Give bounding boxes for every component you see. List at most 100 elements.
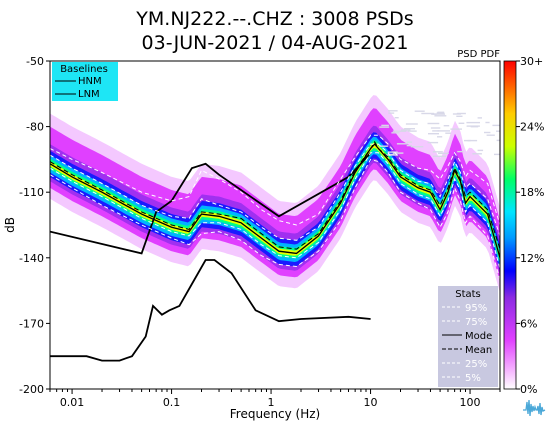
noise-speck bbox=[405, 123, 418, 125]
x-tick-label: 1 bbox=[268, 396, 275, 409]
noise-speck bbox=[391, 132, 400, 134]
colorbar-tick-label: 0% bbox=[520, 383, 537, 396]
noise-speck bbox=[486, 134, 495, 136]
y-tick-label: -200 bbox=[19, 383, 44, 396]
noise-speck bbox=[496, 139, 500, 142]
noise-speck bbox=[401, 129, 411, 131]
pdf-label: PSD PDF bbox=[457, 49, 500, 60]
x-tick-label: 10 bbox=[364, 396, 378, 409]
y-tick-label: -110 bbox=[19, 186, 44, 199]
noise-speck bbox=[492, 124, 500, 127]
stats-75-line bbox=[50, 143, 500, 241]
noise-speck bbox=[452, 113, 461, 115]
stats-mode-line bbox=[50, 143, 500, 258]
noise-speck bbox=[434, 115, 447, 117]
noise-speck bbox=[388, 112, 395, 114]
noise-speck bbox=[484, 131, 491, 134]
noise-speck bbox=[450, 128, 462, 130]
noise-speck bbox=[392, 152, 404, 154]
noise-speck bbox=[379, 126, 390, 128]
noise-speck bbox=[477, 149, 484, 152]
stats-75-label: 75% bbox=[465, 317, 487, 328]
high-frequency-noise bbox=[379, 110, 500, 157]
stats-legend-title: Stats bbox=[455, 289, 481, 300]
y-axis-label: dB bbox=[3, 217, 17, 233]
stats-mean-label: Mean bbox=[465, 345, 492, 356]
x-tick-label: 0.01 bbox=[60, 396, 85, 409]
y-tick-label: -170 bbox=[19, 317, 44, 330]
stats-25-line bbox=[50, 152, 500, 269]
stats-legend-box bbox=[438, 286, 498, 387]
x-tick-label: 100 bbox=[460, 396, 481, 409]
baselines-legend-title: Baselines bbox=[60, 64, 108, 75]
plot-frame bbox=[49, 60, 501, 390]
lnm-legend-label: LNM bbox=[78, 89, 100, 100]
noise-speck bbox=[428, 133, 439, 135]
axis-ticks: -50 -80 -110 -140 -170 -200 0.01 0.1 1 10 100 bbox=[19, 55, 501, 409]
noise-speck bbox=[414, 110, 425, 112]
colorbar-tick-label: 30+ bbox=[520, 55, 543, 68]
noise-speck bbox=[445, 132, 452, 134]
noise-speck bbox=[379, 145, 388, 147]
noise-speck bbox=[387, 151, 398, 153]
noise-speck bbox=[427, 122, 440, 125]
colorbar-tick-label: 18% bbox=[520, 186, 544, 199]
noise-speck bbox=[466, 125, 480, 127]
y-tick-label: -140 bbox=[19, 252, 44, 265]
noise-speck bbox=[458, 122, 465, 124]
stats-95-label: 95% bbox=[465, 303, 487, 314]
noise-speck bbox=[436, 112, 445, 114]
stats-5-label: 5% bbox=[465, 373, 481, 384]
noise-speck bbox=[467, 139, 478, 142]
noise-speck bbox=[387, 153, 395, 156]
hnm-legend-label: HNM bbox=[78, 76, 102, 87]
colorbar bbox=[503, 60, 517, 390]
noise-speck bbox=[388, 110, 398, 112]
noise-speck bbox=[410, 146, 424, 148]
x-axis-label: Frequency (Hz) bbox=[230, 407, 321, 421]
noise-speck bbox=[406, 141, 413, 143]
noise-speck bbox=[438, 152, 449, 155]
noise-speck bbox=[472, 153, 482, 155]
noise-speck bbox=[421, 112, 435, 115]
baselines-legend: Baselines HNM LNM bbox=[52, 62, 118, 101]
noise-speck bbox=[466, 121, 480, 124]
noise-speck bbox=[430, 127, 441, 129]
colorbar-tick-label: 12% bbox=[520, 252, 544, 265]
noise-speck bbox=[432, 151, 443, 153]
noise-speck bbox=[431, 113, 445, 115]
noise-speck bbox=[456, 115, 463, 117]
y-tick-label: -80 bbox=[26, 121, 44, 134]
chart-title: YM.NJ222.--.CHZ : 3008 PSDs bbox=[135, 8, 413, 30]
x-tick-label: 0.1 bbox=[163, 396, 181, 409]
colorbar-tick-label: 24% bbox=[520, 121, 544, 134]
stats-mode-label: Mode bbox=[465, 331, 492, 342]
noise-speck bbox=[456, 112, 466, 115]
noise-speck bbox=[381, 124, 389, 127]
noise-speck bbox=[427, 141, 439, 144]
noise-speck bbox=[433, 155, 446, 157]
lnm-baseline-line bbox=[50, 259, 371, 362]
colorbar-tick-label: 6% bbox=[520, 317, 537, 330]
noise-speck bbox=[407, 130, 417, 132]
chart-subtitle: 03-JUN-2021 / 04-AUG-2021 bbox=[142, 32, 409, 54]
noise-speck bbox=[404, 128, 415, 130]
noise-speck bbox=[477, 117, 482, 119]
noise-speck bbox=[406, 144, 412, 147]
noise-speck bbox=[443, 125, 450, 127]
stats-mean-line bbox=[50, 140, 500, 250]
noise-speck bbox=[437, 130, 450, 132]
stats-25-label: 25% bbox=[465, 359, 487, 370]
hnm-baseline-line bbox=[50, 152, 372, 255]
noise-speck bbox=[494, 153, 500, 156]
percentile-stats-lines bbox=[50, 134, 500, 280]
noise-speck bbox=[432, 130, 439, 132]
pdf-band-cyan bbox=[50, 136, 500, 267]
noise-model-baselines bbox=[50, 152, 372, 362]
noise-speck bbox=[496, 130, 500, 132]
noise-speck bbox=[394, 117, 399, 119]
y-tick-label: -50 bbox=[26, 55, 44, 68]
noise-speck bbox=[396, 143, 408, 145]
stats-5-line bbox=[50, 158, 500, 280]
